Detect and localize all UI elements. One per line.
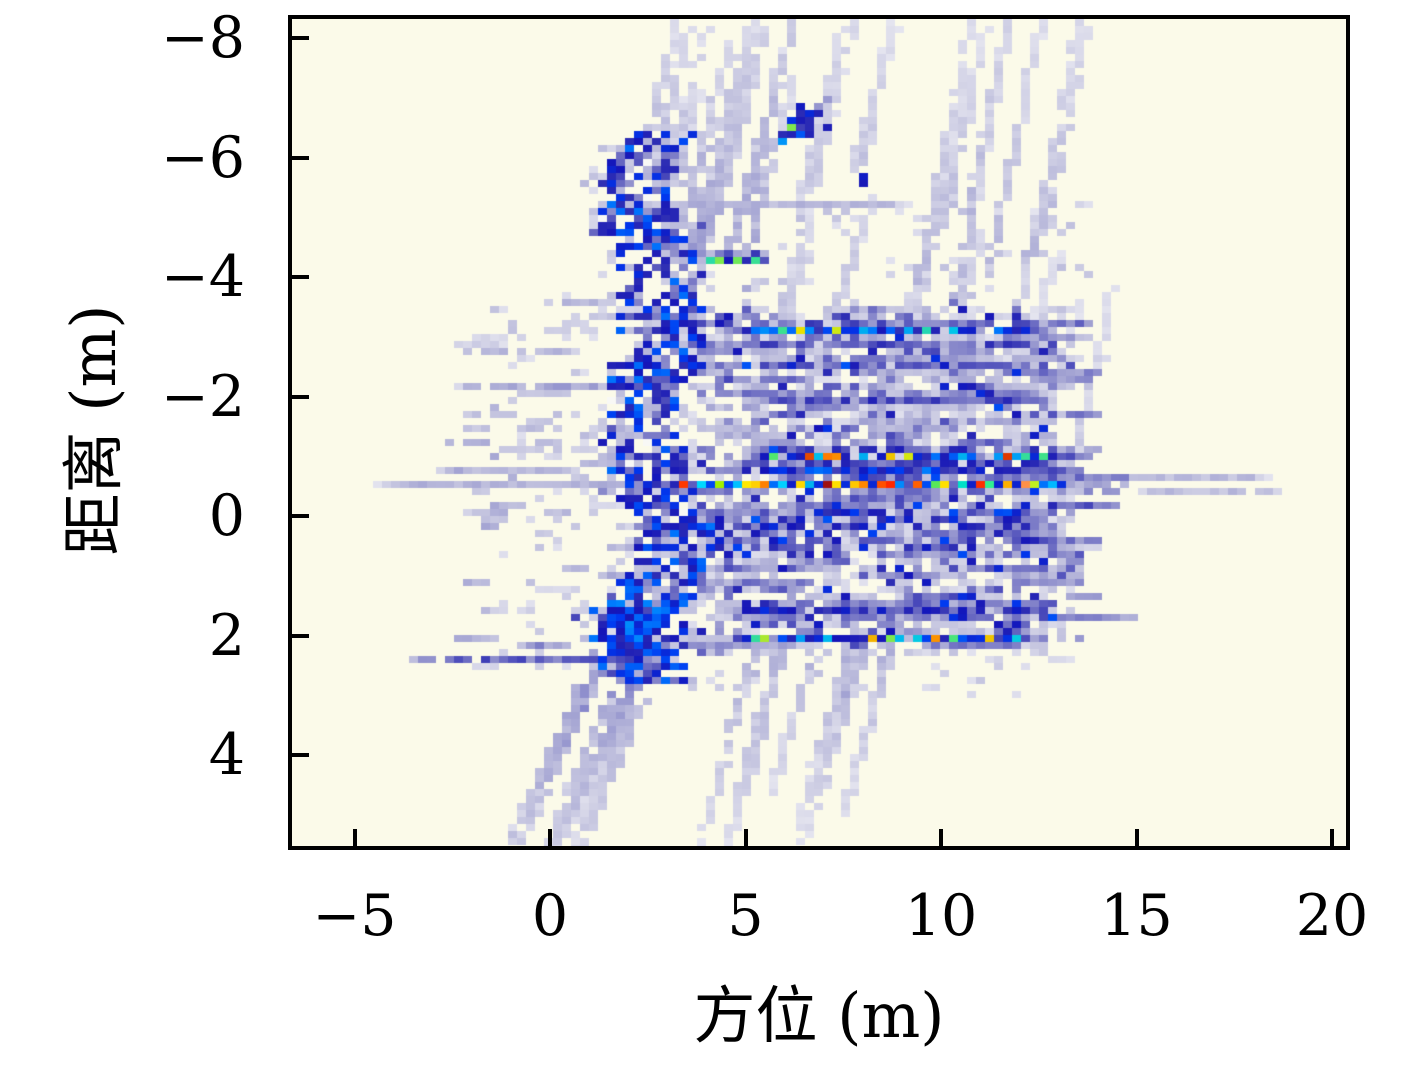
x-axis-label: 方位 (m)	[693, 979, 945, 1052]
y-tick	[292, 36, 309, 40]
x-tick	[1134, 829, 1139, 846]
x-tick-label: 5	[727, 883, 764, 949]
y-tick	[292, 753, 309, 757]
heatmap-canvas	[292, 19, 1346, 846]
x-tick-label: 0	[531, 883, 569, 949]
y-tick-label: 4	[208, 722, 245, 788]
x-tick	[939, 829, 943, 846]
plot-area	[288, 15, 1350, 850]
y-tick-label: 2	[208, 602, 245, 669]
x-tick	[1330, 829, 1334, 846]
y-tick-label: 0	[208, 483, 245, 549]
y-tick-label: −6	[160, 124, 245, 191]
x-tick	[548, 829, 552, 846]
x-tick	[743, 829, 748, 846]
y-tick-label: −8	[160, 5, 245, 71]
y-tick-label: −2	[160, 363, 245, 430]
x-tick-label: 10	[904, 883, 978, 949]
x-tick-label: −5	[312, 883, 397, 949]
x-tick-label: 20	[1295, 883, 1369, 949]
x-tick	[352, 829, 357, 846]
x-tick-label: 15	[1100, 883, 1173, 949]
y-tick	[292, 514, 309, 518]
y-tick	[292, 155, 309, 160]
y-tick	[292, 633, 309, 638]
y-tick-label: −4	[160, 244, 245, 310]
y-tick	[292, 275, 309, 279]
y-tick	[292, 394, 309, 399]
